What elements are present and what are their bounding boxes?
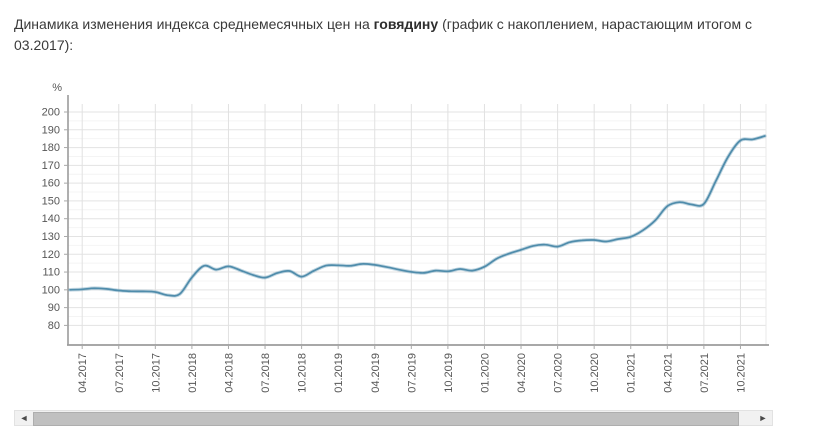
chart-description-suffix: (график с накоплением, нарастающим итого… xyxy=(14,16,752,53)
y-axis-label: 100 xyxy=(42,284,60,296)
x-axis-labels: 04.2017 07.2017 10.2017 01.2018 04.2018 07.20… xyxy=(77,353,747,393)
x-axis-label: 10.2021 xyxy=(735,353,747,393)
y-minor-gridlines xyxy=(68,120,766,318)
x-axis-label: 01.2021 xyxy=(626,353,638,393)
x-axis-label: 10.2019 xyxy=(443,353,455,393)
y-axis-label: 200 xyxy=(42,107,60,119)
y-axis-label: 80 xyxy=(48,320,60,332)
price-line-series xyxy=(69,135,766,297)
axis-ticks xyxy=(64,111,741,349)
horizontal-scrollbar[interactable]: ◄ ► xyxy=(14,410,773,426)
axes xyxy=(67,95,769,346)
y-axis-label: 170 xyxy=(42,160,60,172)
price-index-chart: 80 90 100 110 120 130 140 150 160 170 180 190 200% 04… xyxy=(42,82,769,393)
x-axis-label: 10.2018 xyxy=(297,353,309,393)
x-axis-label: 04.2020 xyxy=(516,353,528,393)
chart-description-text: Динамика изменения индекса среднемесячны… xyxy=(14,16,370,32)
x-axis-label: 01.2019 xyxy=(333,353,345,393)
y-axis-label: 130 xyxy=(42,231,60,243)
x-axis-label: 07.2021 xyxy=(699,353,711,393)
y-axis-label: 190 xyxy=(42,124,60,136)
y-axis-label: 180 xyxy=(42,142,60,154)
x-axis-label: 04.2017 xyxy=(77,353,89,393)
y-axis-label: 140 xyxy=(42,213,60,225)
x-axis-label: 07.2017 xyxy=(114,353,126,393)
scrollbar-left-arrow-icon[interactable]: ◄ xyxy=(15,411,33,425)
y-axis-label: 90 xyxy=(48,302,60,314)
y-axis-label: 160 xyxy=(42,178,60,190)
y-axis-label: 150 xyxy=(42,195,60,207)
x-axis-label: 07.2020 xyxy=(553,353,565,393)
x-axis-label: 07.2019 xyxy=(406,353,418,393)
y-axis-unit-label: % xyxy=(52,82,62,94)
y-gridlines xyxy=(68,111,766,326)
x-axis-label: 04.2019 xyxy=(370,353,382,393)
y-axis-label: 120 xyxy=(42,249,60,261)
y-axis-label: 110 xyxy=(42,267,60,279)
x-axis-label: 04.2018 xyxy=(223,353,235,393)
x-axis-label: 01.2020 xyxy=(479,353,491,393)
y-axis-labels: 80 90 100 110 120 130 140 150 160 170 180 190 200% xyxy=(42,82,63,332)
chart-description-product: говядину xyxy=(373,16,439,32)
x-axis-label: 07.2018 xyxy=(260,353,272,393)
x-gridlines xyxy=(81,104,767,345)
x-axis-label: 10.2020 xyxy=(589,353,601,393)
x-axis-label: 10.2017 xyxy=(150,353,162,393)
chart-description: Динамика изменения индекса среднемесячны… xyxy=(14,14,810,56)
scrollbar-thumb[interactable] xyxy=(33,412,739,426)
x-axis-label: 04.2021 xyxy=(662,353,674,393)
x-axis-label: 01.2018 xyxy=(187,353,199,393)
scrollbar-right-arrow-icon[interactable]: ► xyxy=(754,411,772,425)
